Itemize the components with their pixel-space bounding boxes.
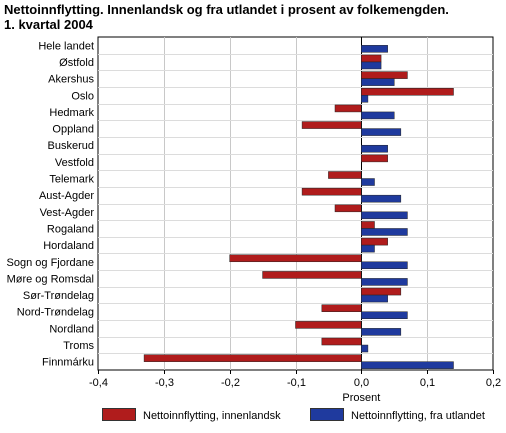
x-tick-label: -0,4	[89, 377, 108, 389]
bar-utlandet	[361, 244, 375, 253]
legend-item-innenlandsk: Nettoinnflytting, innenlandsk	[102, 408, 281, 422]
bar-innenlandsk	[361, 287, 402, 296]
category-label: Finnmárku	[42, 357, 94, 369]
legend-label-utlandet: Nettoinnflytting, fra utlandet	[351, 410, 485, 422]
bar-utlandet	[361, 45, 388, 53]
bar-utlandet	[361, 194, 402, 203]
bar-utlandet	[361, 311, 408, 319]
legend-swatch-utlandet	[310, 408, 344, 421]
bar-utlandet	[361, 344, 369, 353]
category-label: Vest-Agder	[40, 207, 95, 219]
category-label: Troms	[63, 340, 94, 352]
bar-utlandet	[361, 144, 388, 153]
category-label: Sør-Trøndelag	[23, 290, 94, 302]
bar-innenlandsk	[334, 104, 362, 113]
bar-innenlandsk	[334, 204, 362, 213]
bar-innenlandsk	[361, 54, 382, 63]
bar-innenlandsk	[361, 221, 375, 229]
bar-innenlandsk	[143, 354, 362, 362]
bar-innenlandsk	[321, 304, 362, 312]
bar-utlandet	[361, 128, 402, 136]
bar-innenlandsk	[361, 88, 454, 96]
x-tick-label: -0,2	[221, 377, 240, 389]
category-label: Rogaland	[47, 223, 94, 235]
bar-utlandet	[361, 294, 388, 303]
legend-swatch-innenlandsk	[102, 408, 136, 421]
category-label: Hedmark	[49, 107, 94, 119]
bar-innenlandsk	[361, 154, 388, 163]
chart-title: Nettoinnflytting. Innenlandsk og fra utl…	[4, 2, 502, 32]
bar-utlandet	[361, 278, 408, 286]
category-label: Hordaland	[43, 240, 94, 252]
x-tick-label: 0,0	[354, 377, 369, 389]
bar-innenlandsk	[301, 121, 362, 129]
legend-item-utlandet: Nettoinnflytting, fra utlandet	[310, 408, 485, 422]
category-label: Aust-Agder	[39, 190, 94, 202]
category-label: Oslo	[71, 90, 94, 102]
bar-utlandet	[361, 78, 395, 86]
chart-title-line-1: Nettoinnflytting. Innenlandsk og fra utl…	[4, 2, 449, 17]
category-label: Telemark	[49, 174, 94, 186]
category-label: Akershus	[48, 74, 94, 86]
bar-utlandet	[361, 111, 395, 120]
bar-innenlandsk	[328, 171, 362, 179]
bar-innenlandsk	[229, 254, 362, 263]
bar-utlandet	[361, 211, 408, 220]
category-label: Buskerud	[48, 140, 94, 152]
bar-innenlandsk	[295, 321, 362, 329]
bar-utlandet	[361, 361, 454, 369]
category-label: Møre og Romsdal	[7, 273, 94, 285]
x-tick-label: -0,3	[155, 377, 174, 389]
category-label: Nordland	[49, 323, 94, 335]
category-label: Nord-Trøndelag	[17, 307, 94, 319]
category-label: Vestfold	[55, 157, 94, 169]
bar-innenlandsk	[321, 337, 362, 346]
bar-innenlandsk	[301, 187, 362, 196]
category-label: Oppland	[52, 124, 94, 136]
x-tick-label: 0,1	[420, 377, 435, 389]
bar-utlandet	[361, 261, 408, 270]
x-axis-label: Prosent	[342, 392, 380, 404]
bar-innenlandsk	[262, 271, 362, 279]
x-tick-label: 0,2	[486, 377, 501, 389]
bar-innenlandsk	[361, 71, 408, 79]
category-label: Hele landet	[38, 40, 94, 52]
bar-innenlandsk	[361, 237, 388, 246]
bar-utlandet	[361, 228, 408, 236]
bar-utlandet	[361, 178, 375, 186]
bar-utlandet	[361, 95, 369, 103]
chart-title-line-2: 1. kvartal 2004	[4, 17, 93, 32]
bar-utlandet	[361, 61, 382, 70]
legend-label-innenlandsk: Nettoinnflytting, innenlandsk	[143, 410, 281, 422]
category-label: Sogn og Fjordane	[7, 257, 94, 269]
category-label: Østfold	[59, 57, 94, 69]
bar-utlandet	[361, 328, 402, 336]
x-tick-label: -0,1	[287, 377, 306, 389]
